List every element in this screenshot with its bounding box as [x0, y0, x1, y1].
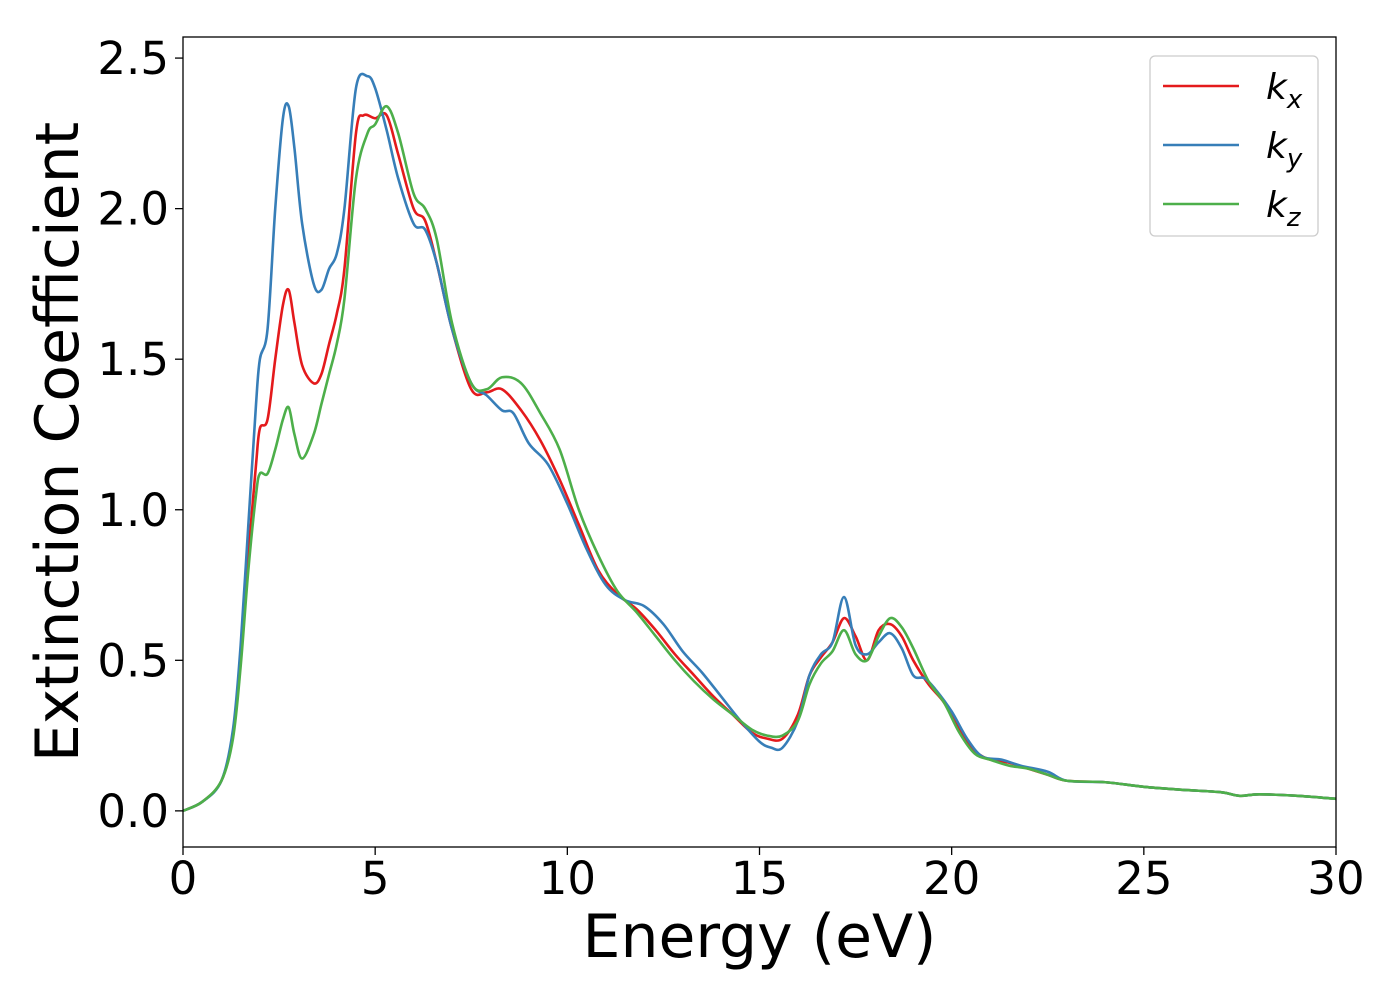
series-line-kz [182, 104, 1337, 813]
y-tick-label: 0.5 [97, 634, 169, 687]
y-tick-label: 2.5 [97, 32, 169, 85]
x-tick-label: 30 [1307, 852, 1364, 905]
x-tick-label: 5 [361, 852, 390, 905]
legend-label-symbol: k [1266, 126, 1289, 167]
x-axis-ticks: 0 5 10 15 20 25 30 [169, 847, 1365, 905]
series-layer [182, 72, 1337, 813]
legend-label-symbol: k [1266, 185, 1289, 226]
series-line-ky [182, 72, 1337, 813]
x-tick-label: 10 [539, 852, 596, 905]
legend-label-subscript: z [1286, 203, 1302, 233]
legend-label-symbol: k [1266, 67, 1289, 108]
y-tick-label: 1.5 [97, 333, 169, 386]
y-axis-label: Extinction Coefficient [23, 122, 93, 762]
y-axis-ticks: 0.0 0.5 1.0 1.5 2.0 2.5 [97, 32, 183, 838]
y-tick-label: 0.0 [97, 785, 169, 838]
x-tick-label: 25 [1115, 852, 1172, 905]
legend-label-subscript: x [1286, 85, 1303, 115]
y-tick-label: 1.0 [97, 484, 169, 537]
legend-label-kz: kz [1266, 185, 1302, 233]
x-tick-label: 20 [923, 852, 980, 905]
y-tick-label: 2.0 [97, 183, 169, 236]
x-axis-label: Energy (eV) [583, 902, 937, 972]
legend-label-kx: kx [1266, 67, 1303, 115]
x-tick-label: 15 [731, 852, 788, 905]
legend-label-ky: ky [1266, 126, 1303, 174]
legend-label-subscript: y [1286, 144, 1303, 174]
x-tick-label: 0 [169, 852, 198, 905]
